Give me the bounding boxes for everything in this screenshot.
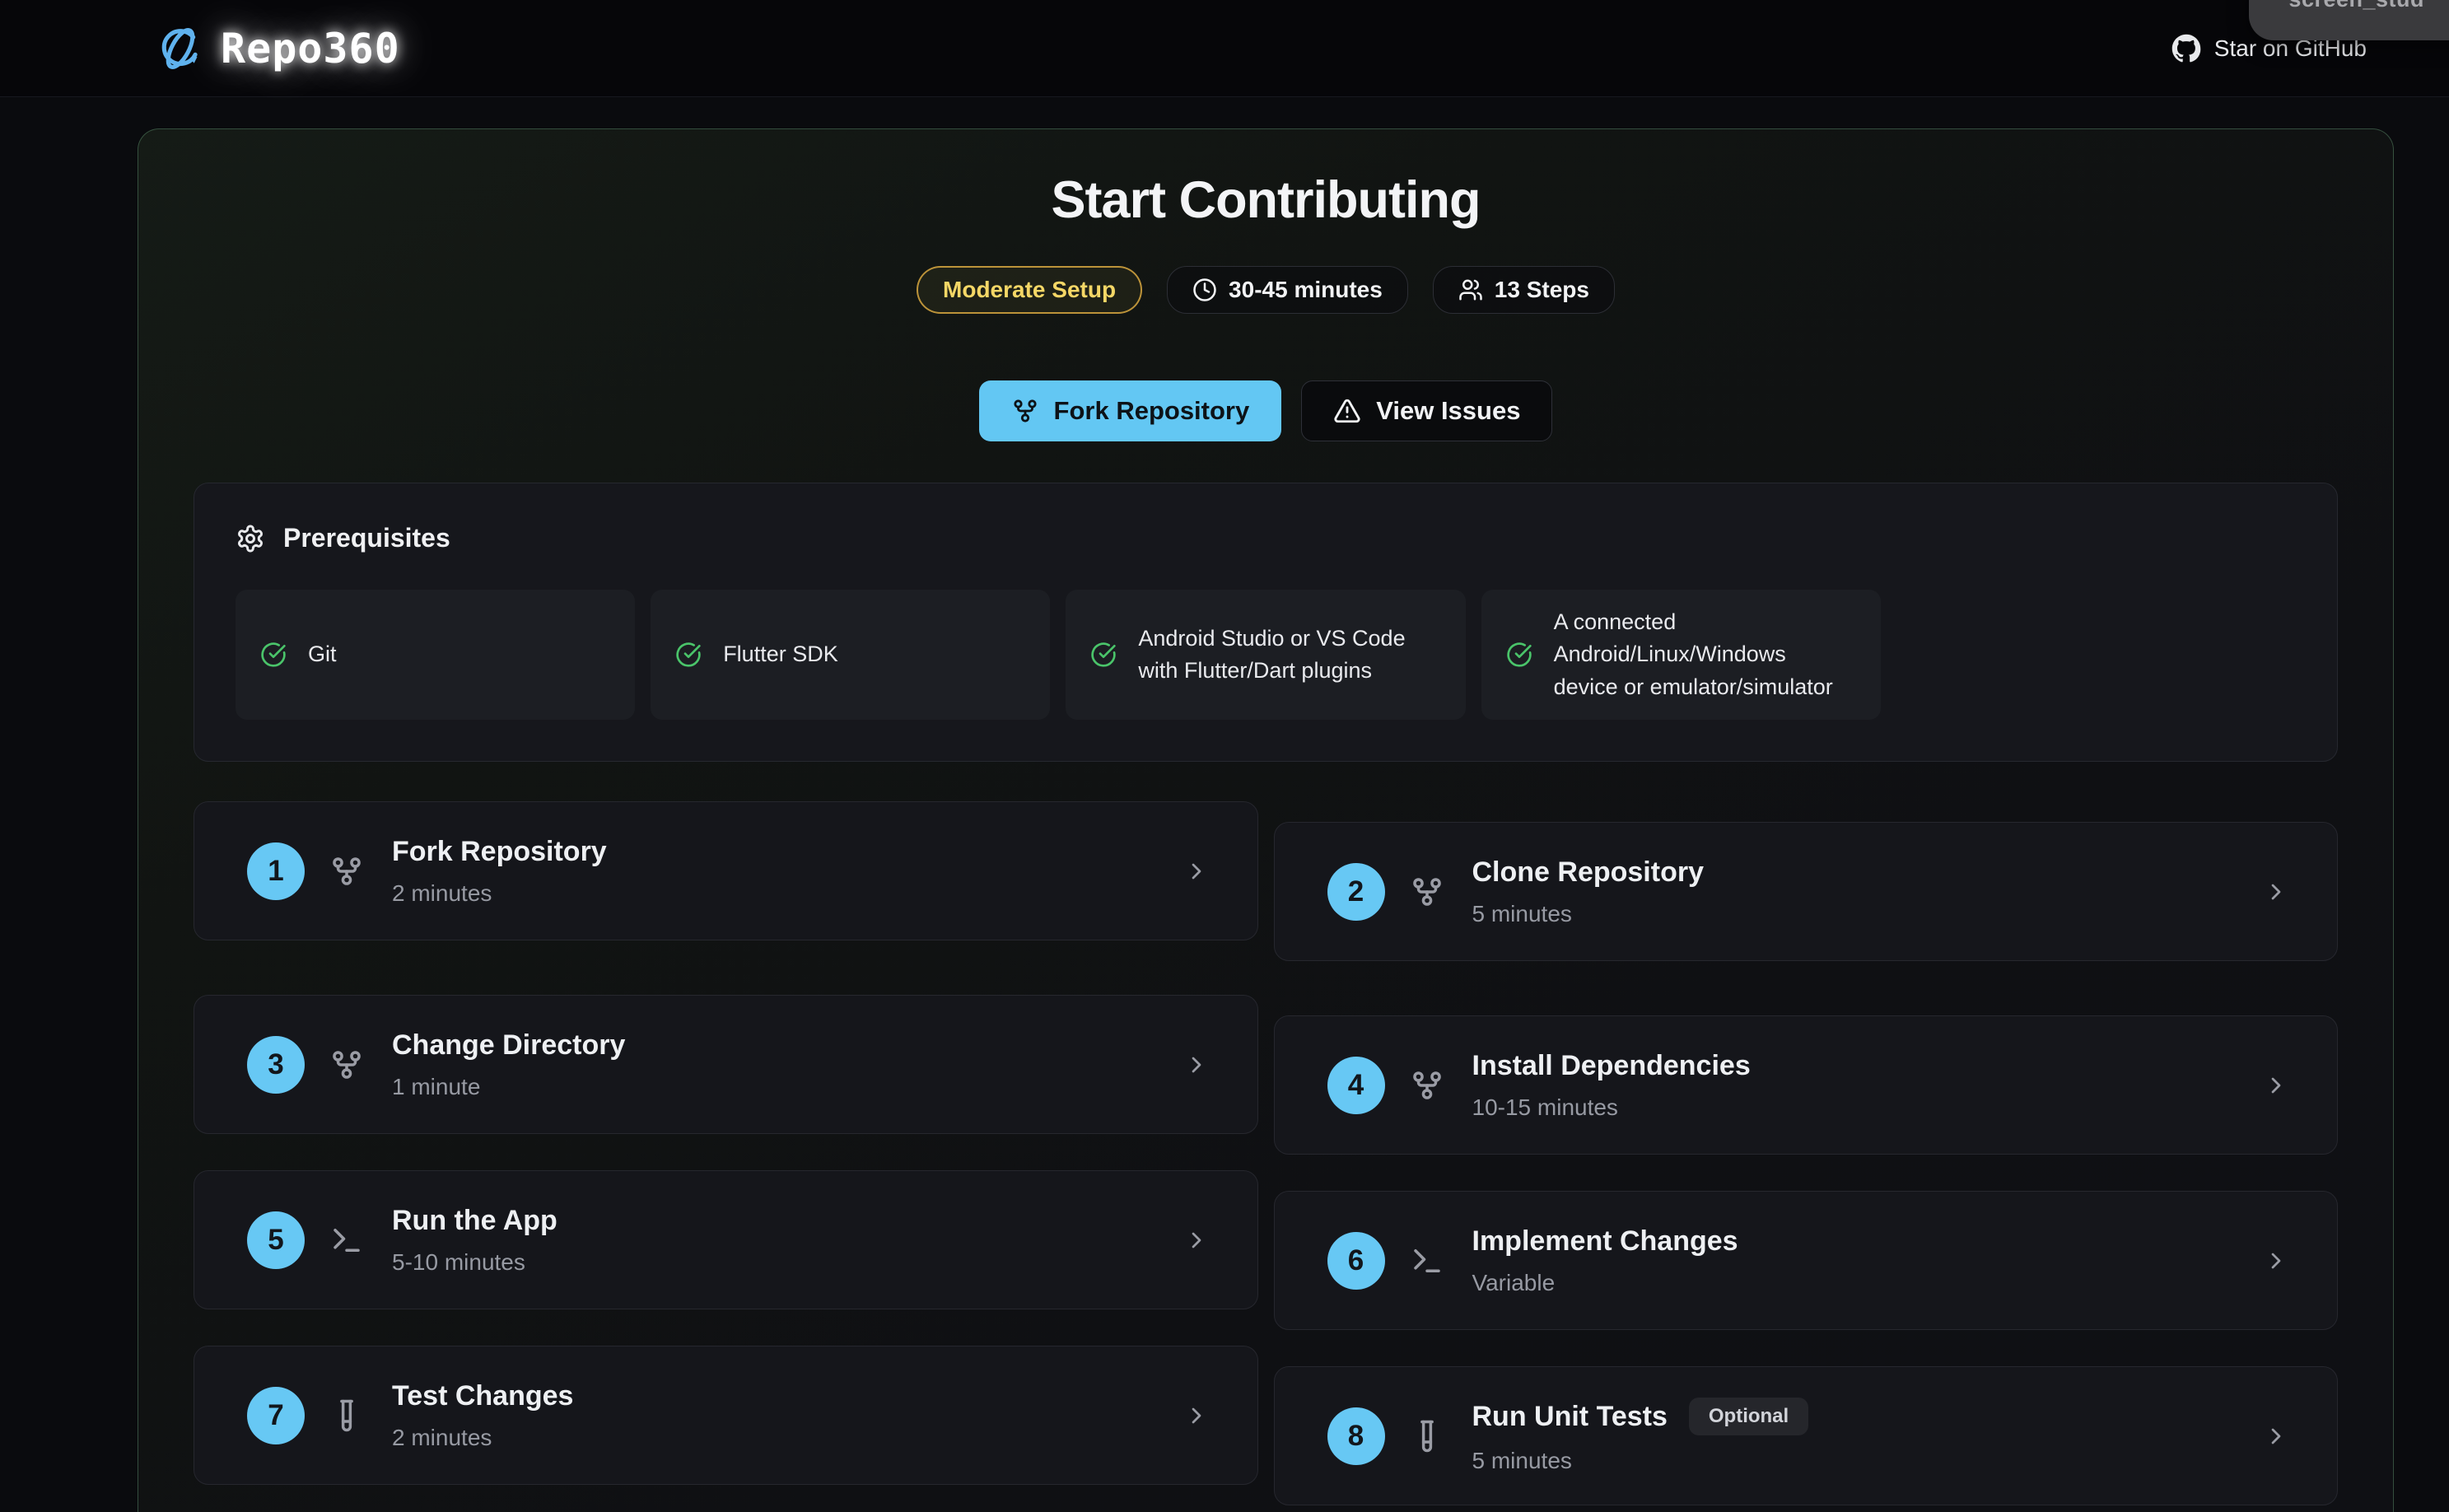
step-duration: 5-10 minutes xyxy=(392,1248,525,1275)
prerequisite-label: Android Studio or VS Code with Flutter/D… xyxy=(1138,625,1406,683)
hero-section: Start Contributing Moderate Setup 30-45 … xyxy=(194,170,2338,441)
check-circle-icon xyxy=(675,642,702,668)
git-fork-icon xyxy=(1410,1068,1444,1103)
steps-column-right: 2 Clone Repository 5 minutes 4 Install D… xyxy=(1273,822,2338,1505)
chevron-right-icon xyxy=(2263,1072,2289,1099)
chevron-right-icon xyxy=(1183,858,1210,884)
step-duration: 5 minutes xyxy=(1472,900,1572,926)
step-duration: Variable xyxy=(1472,1269,1556,1295)
chevron-right-icon xyxy=(2263,879,2289,905)
step-number-badge: 1 xyxy=(247,842,305,900)
step-duration: 2 minutes xyxy=(392,1424,492,1450)
step-title: Fork Repository xyxy=(392,835,607,867)
page-title: Start Contributing xyxy=(1051,171,1481,229)
step-card-2[interactable]: 2 Clone Repository 5 minutes xyxy=(1273,822,2338,961)
test-tube-icon xyxy=(1410,1419,1444,1454)
prerequisites-grid: Git Flutter SDK Android Studio or VS Cod… xyxy=(236,590,2296,720)
check-circle-icon xyxy=(1506,642,1532,668)
step-title: Run Unit Tests xyxy=(1472,1400,1668,1432)
step-number-badge: 2 xyxy=(1327,862,1385,921)
prerequisite-item: Flutter SDK xyxy=(651,590,1051,720)
top-nav: Repo360 Star on GitHub screen_stud xyxy=(0,0,2449,97)
check-circle-icon xyxy=(260,642,287,668)
step-card-7[interactable]: 7 Test Changes 2 minutes xyxy=(194,1346,1258,1485)
step-title: Test Changes xyxy=(392,1379,574,1412)
prerequisites-header: Prerequisites xyxy=(236,523,2296,553)
step-title: Run the App xyxy=(392,1204,557,1236)
alert-triangle-icon xyxy=(1333,397,1361,425)
gear-icon xyxy=(236,524,265,553)
view-issues-button[interactable]: View Issues xyxy=(1301,380,1553,441)
prerequisite-label: Git xyxy=(308,642,337,667)
prerequisite-item: Git xyxy=(236,590,636,720)
step-card-3[interactable]: 3 Change Directory 1 minute xyxy=(194,995,1258,1134)
steps-column-left: 1 Fork Repository 2 minutes 3 Change Dir… xyxy=(194,801,1258,1485)
orbit-logo-icon xyxy=(156,25,204,72)
git-fork-icon xyxy=(1011,397,1039,425)
clock-icon xyxy=(1192,278,1217,302)
step-card-8[interactable]: 8 Run Unit Tests Optional 5 minutes xyxy=(1273,1366,2338,1505)
chevron-right-icon xyxy=(2263,1248,2289,1274)
chevron-right-icon xyxy=(1183,1402,1210,1429)
test-tube-icon xyxy=(329,1398,364,1433)
terminal-icon xyxy=(1410,1244,1444,1278)
chevron-right-icon xyxy=(1183,1052,1210,1078)
github-icon xyxy=(2171,34,2201,63)
screen-recorder-overlay-text: screen_stud xyxy=(2288,0,2424,12)
logo[interactable]: Repo360 xyxy=(156,25,400,72)
step-title: Install Dependencies xyxy=(1472,1049,1751,1081)
action-buttons-row: Fork Repository View Issues xyxy=(194,380,2338,441)
step-duration: 2 minutes xyxy=(392,880,492,906)
step-duration: 5 minutes xyxy=(1472,1448,1572,1473)
git-fork-icon xyxy=(1410,875,1444,909)
step-duration: 10-15 minutes xyxy=(1472,1094,1618,1120)
step-number-badge: 6 xyxy=(1327,1231,1385,1290)
step-number-badge: 8 xyxy=(1327,1407,1385,1465)
logo-text: Repo360 xyxy=(221,24,400,72)
fork-repository-button[interactable]: Fork Repository xyxy=(978,380,1282,441)
step-title: Clone Repository xyxy=(1472,856,1704,888)
prerequisites-panel: Prerequisites Git Flutter SDK Android St… xyxy=(194,483,2338,762)
prerequisite-item: A connected Android/Linux/Windows device… xyxy=(1481,590,1881,720)
step-card-6[interactable]: 6 Implement Changes Variable xyxy=(1273,1191,2338,1330)
meta-badges-row: Moderate Setup 30-45 minutes 13 Steps xyxy=(194,266,2338,314)
badge-30-45-minutes: 30-45 minutes xyxy=(1167,266,1408,314)
git-fork-icon xyxy=(329,854,364,889)
check-circle-icon xyxy=(1090,642,1117,668)
step-title: Implement Changes xyxy=(1472,1225,1738,1257)
chevron-right-icon xyxy=(1183,1227,1210,1253)
git-fork-icon xyxy=(329,1048,364,1082)
step-card-5[interactable]: 5 Run the App 5-10 minutes xyxy=(194,1170,1258,1309)
users-icon xyxy=(1458,278,1483,302)
prerequisite-label: Flutter SDK xyxy=(723,642,838,667)
step-duration: 1 minute xyxy=(392,1073,481,1099)
badge-13-steps: 13 Steps xyxy=(1432,266,1615,314)
badge-moderate-setup: Moderate Setup xyxy=(917,266,1143,314)
step-optional-badge: Optional xyxy=(1688,1398,1809,1435)
step-card-4[interactable]: 4 Install Dependencies 10-15 minutes xyxy=(1273,1015,2338,1155)
step-card-1[interactable]: 1 Fork Repository 2 minutes xyxy=(194,801,1258,940)
steps-grid: 1 Fork Repository 2 minutes 3 Change Dir… xyxy=(194,801,2338,1505)
screen-recorder-overlay: screen_stud xyxy=(2249,0,2449,40)
contributing-guide-panel: Start Contributing Moderate Setup 30-45 … xyxy=(138,128,2394,1512)
step-number-badge: 7 xyxy=(247,1386,305,1444)
step-title: Change Directory xyxy=(392,1029,626,1061)
step-number-badge: 4 xyxy=(1327,1056,1385,1114)
prerequisite-item: Android Studio or VS Code with Flutter/D… xyxy=(1066,590,1466,720)
prerequisite-label: A connected Android/Linux/Windows device… xyxy=(1553,609,1833,699)
prerequisites-title: Prerequisites xyxy=(283,523,450,553)
step-number-badge: 3 xyxy=(247,1035,305,1094)
step-number-badge: 5 xyxy=(247,1211,305,1269)
chevron-right-icon xyxy=(2263,1423,2289,1449)
terminal-icon xyxy=(329,1223,364,1258)
